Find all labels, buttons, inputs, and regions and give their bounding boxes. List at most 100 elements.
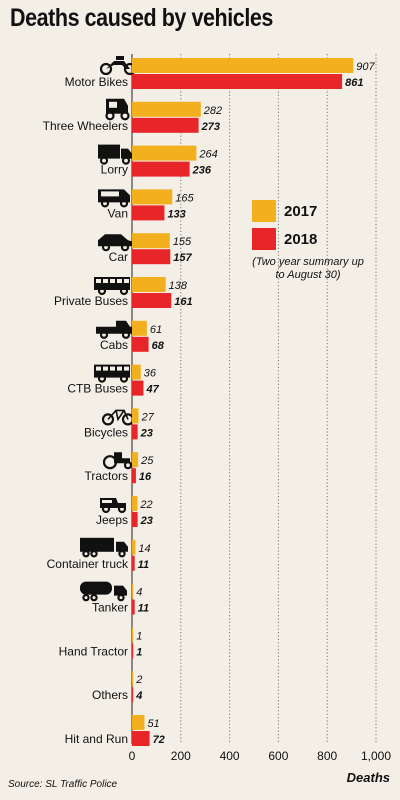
value-label-2018: 72 [153,734,165,746]
bicycle-icon [101,409,135,426]
body [98,144,120,159]
category-label: Bicycles [84,425,128,439]
value-label-2018: 47 [145,384,159,396]
window [103,279,108,283]
wheel [97,286,107,296]
window [117,366,122,371]
bar-2017-13 [132,627,134,643]
value-label-2017: 27 [141,411,155,423]
bar-2017-2 [132,145,197,161]
value-label-2017: 907 [356,61,375,73]
legend-note: (Two year summary up to August 30) [252,256,364,281]
body [114,452,130,464]
value-label-2017: 282 [203,105,222,117]
bar-2018-10 [132,512,138,527]
wheel [82,593,90,602]
value-label-2017: 61 [150,324,162,336]
wheel [119,199,129,208]
category-label: Jeeps [96,513,128,527]
value-label-2017: 14 [138,543,150,555]
category-label: Cabs [100,338,128,352]
legend-swatch-2018 [252,228,276,250]
wheel [119,286,129,296]
bar-2018-6 [132,336,149,352]
window [117,279,122,283]
bar-2017-4 [132,233,170,249]
car-icon [98,234,132,252]
bar-2017-12 [132,583,134,599]
frame [107,409,129,422]
wheel [99,62,113,76]
bar-2017-3 [132,189,173,205]
three-wheeler-icon [105,98,130,121]
category-label: Hit and Run [65,732,128,746]
wheel [101,413,115,426]
bar-2017-15 [132,715,145,730]
bar-2017-9 [132,452,139,468]
bar-2018-4 [132,249,171,265]
value-label-2018: 1 [136,646,142,658]
bar-2018-2 [132,161,190,177]
value-label-2017: 138 [169,280,188,292]
category-label: CTB Buses [67,382,128,396]
x-tick-label: 800 [317,749,337,763]
window [103,366,108,371]
bar-2017-7 [132,364,141,380]
value-label-2018: 23 [140,427,153,439]
lorry-icon [98,144,132,165]
tractor-icon [102,452,133,470]
category-label: Van [108,206,128,220]
category-label: Three Wheelers [43,119,128,133]
value-label-2018: 4 [135,690,142,702]
bar-2017-8 [132,408,139,424]
legend-swatch-2017 [252,200,276,222]
bar-2017-1 [132,101,201,117]
bar-2018-15 [132,731,150,746]
body [114,585,127,596]
window [96,366,101,371]
wheel [121,330,131,339]
jeep-icon [100,498,127,514]
bars [132,58,354,746]
wheel [105,111,115,121]
wheel [117,593,125,602]
x-tick-label: 400 [220,749,240,763]
window [96,279,101,283]
category-label: Container truck [47,557,129,571]
legend: 2017 2018 (Two year summary up to August… [252,200,392,282]
bar-2018-12 [132,599,135,615]
wheel [90,593,98,602]
bus-icon [94,364,130,383]
bar-2018-9 [132,468,136,484]
value-label-2017: 264 [198,149,217,161]
body [96,320,132,334]
bar-2018-7 [132,380,144,396]
value-label-2017: 4 [136,587,142,599]
wheel [101,243,111,252]
body [116,56,124,60]
wheel [118,550,126,558]
bar-2017-10 [132,496,138,511]
tanker-icon [80,581,127,602]
bar-2018-11 [132,555,135,571]
value-label-2017: 25 [140,455,154,467]
wheel [99,156,109,165]
category-label: Tanker [92,601,128,615]
value-label-2018: 161 [174,296,192,308]
value-label-2017: 165 [175,192,194,204]
value-label-2017: 1 [136,630,142,642]
category-label: Car [109,250,128,264]
bar-2018-5 [132,293,172,308]
category-label: Others [92,688,128,702]
category-label: Motor Bikes [65,75,128,89]
value-label-2018: 133 [167,208,185,220]
cab-icon [96,320,132,339]
legend-item-2018: 2018 [252,228,392,250]
wheel [121,156,131,165]
wheel [120,243,130,252]
labels: 907 861 Motor Bikes 282 273 Three Wheelers 264… [43,61,376,746]
value-label-2018: 16 [139,471,152,483]
value-label-2017: 2 [135,674,142,686]
value-label-2017: 36 [144,368,157,380]
